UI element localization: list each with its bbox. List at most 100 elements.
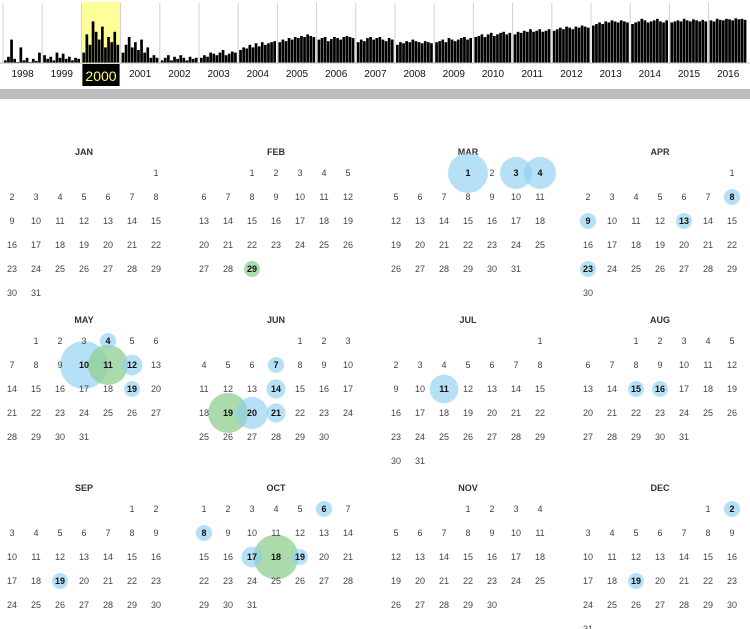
event-circle[interactable] xyxy=(52,573,68,589)
day-cell[interactable]: 28 xyxy=(703,264,713,274)
day-cell[interactable]: 20 xyxy=(679,240,689,250)
day-cell[interactable]: 11 xyxy=(703,360,712,370)
day-cell[interactable]: 3 xyxy=(585,528,590,538)
event-circle[interactable] xyxy=(268,357,284,373)
day-cell[interactable]: 28 xyxy=(271,432,281,442)
event-circle[interactable] xyxy=(266,403,286,423)
day-cell[interactable]: 28 xyxy=(343,576,353,586)
day-cell[interactable]: 2 xyxy=(585,192,590,202)
day-cell[interactable]: 9 xyxy=(225,528,230,538)
day-cell[interactable]: 4 xyxy=(441,360,446,370)
day-cell[interactable]: 14 xyxy=(679,552,689,562)
day-cell[interactable]: 23 xyxy=(223,576,233,586)
year-label[interactable]: 2010 xyxy=(482,69,505,80)
day-cell[interactable]: 18 xyxy=(31,576,41,586)
day-cell[interactable]: 30 xyxy=(391,456,401,466)
day-cell[interactable]: 28 xyxy=(439,264,449,274)
year-label[interactable]: 2001 xyxy=(129,69,152,80)
day-cell[interactable]: 8 xyxy=(201,528,206,538)
day-cell[interactable]: 26 xyxy=(655,264,665,274)
day-cell[interactable]: 9 xyxy=(489,192,494,202)
day-cell[interactable]: 4 xyxy=(273,504,278,514)
day-cell[interactable]: 3 xyxy=(513,168,518,178)
day-cell[interactable]: 29 xyxy=(463,600,473,610)
day-cell[interactable]: 15 xyxy=(631,384,641,394)
day-cell[interactable]: 1 xyxy=(465,168,470,178)
day-cell[interactable]: 12 xyxy=(295,528,305,538)
day-cell[interactable]: 23 xyxy=(487,576,497,586)
event-circle[interactable] xyxy=(253,534,299,580)
day-cell[interactable]: 21 xyxy=(343,552,353,562)
day-cell[interactable]: 18 xyxy=(319,216,329,226)
day-cell[interactable]: 18 xyxy=(535,552,545,562)
day-cell[interactable]: 9 xyxy=(153,528,158,538)
day-cell[interactable]: 23 xyxy=(391,432,401,442)
day-cell[interactable]: 15 xyxy=(151,216,161,226)
day-cell[interactable]: 24 xyxy=(511,576,521,586)
day-cell[interactable]: 6 xyxy=(585,360,590,370)
timeline-year-2000[interactable]: 2000 xyxy=(80,2,121,86)
day-cell[interactable]: 9 xyxy=(585,216,590,226)
day-cell[interactable]: 22 xyxy=(463,576,473,586)
day-cell[interactable]: 5 xyxy=(657,192,662,202)
day-cell[interactable]: 17 xyxy=(511,216,521,226)
event-circle[interactable] xyxy=(124,381,140,397)
day-cell[interactable]: 23 xyxy=(727,576,737,586)
day-cell[interactable]: 21 xyxy=(103,576,113,586)
event-circle[interactable] xyxy=(266,379,286,399)
timeline-year-2010[interactable]: 2010 xyxy=(472,3,512,80)
day-cell[interactable]: 12 xyxy=(343,192,353,202)
day-cell[interactable]: 9 xyxy=(489,528,494,538)
day-cell[interactable]: 7 xyxy=(609,360,614,370)
day-cell[interactable]: 10 xyxy=(295,192,305,202)
day-cell[interactable]: 5 xyxy=(129,336,134,346)
event-circle[interactable] xyxy=(316,501,332,517)
day-cell[interactable]: 8 xyxy=(633,360,638,370)
day-cell[interactable]: 30 xyxy=(655,432,665,442)
year-label[interactable]: 2003 xyxy=(207,69,230,80)
day-cell[interactable]: 16 xyxy=(655,384,665,394)
day-cell[interactable]: 8 xyxy=(729,192,734,202)
day-cell[interactable]: 7 xyxy=(513,360,518,370)
day-cell[interactable]: 22 xyxy=(127,576,137,586)
day-cell[interactable]: 15 xyxy=(247,216,257,226)
day-cell[interactable]: 27 xyxy=(655,600,665,610)
day-cell[interactable]: 23 xyxy=(271,240,281,250)
day-cell[interactable]: 22 xyxy=(535,408,545,418)
day-cell[interactable]: 20 xyxy=(415,576,425,586)
day-cell[interactable]: 13 xyxy=(679,216,689,226)
event-circle[interactable] xyxy=(429,374,459,404)
event-circle[interactable] xyxy=(724,189,740,205)
event-circle[interactable] xyxy=(100,333,116,349)
day-cell[interactable]: 12 xyxy=(463,384,473,394)
day-cell[interactable]: 23 xyxy=(487,240,497,250)
year-label[interactable]: 2005 xyxy=(286,69,309,80)
day-cell[interactable]: 27 xyxy=(583,432,593,442)
day-cell[interactable]: 26 xyxy=(391,600,401,610)
day-cell[interactable]: 30 xyxy=(319,432,329,442)
day-cell[interactable]: 30 xyxy=(583,288,593,298)
day-cell[interactable]: 14 xyxy=(103,552,113,562)
day-cell[interactable]: 20 xyxy=(415,240,425,250)
day-cell[interactable]: 17 xyxy=(7,576,17,586)
day-cell[interactable]: 20 xyxy=(199,240,209,250)
day-cell[interactable]: 15 xyxy=(199,552,209,562)
day-cell[interactable]: 29 xyxy=(31,432,41,442)
day-cell[interactable]: 19 xyxy=(343,216,353,226)
day-cell[interactable]: 7 xyxy=(9,360,14,370)
day-cell[interactable]: 26 xyxy=(79,264,89,274)
event-circle[interactable] xyxy=(208,393,248,433)
day-cell[interactable]: 1 xyxy=(129,504,134,514)
day-cell[interactable]: 3 xyxy=(609,192,614,202)
day-cell[interactable]: 4 xyxy=(537,504,542,514)
day-cell[interactable]: 8 xyxy=(249,192,254,202)
day-cell[interactable]: 9 xyxy=(273,192,278,202)
day-cell[interactable]: 11 xyxy=(607,552,616,562)
day-cell[interactable]: 11 xyxy=(103,360,113,370)
day-cell[interactable]: 26 xyxy=(127,408,137,418)
day-cell[interactable]: 10 xyxy=(511,528,521,538)
day-cell[interactable]: 10 xyxy=(583,552,593,562)
day-cell[interactable]: 21 xyxy=(703,240,713,250)
day-cell[interactable]: 21 xyxy=(439,240,449,250)
day-cell[interactable]: 12 xyxy=(79,216,89,226)
